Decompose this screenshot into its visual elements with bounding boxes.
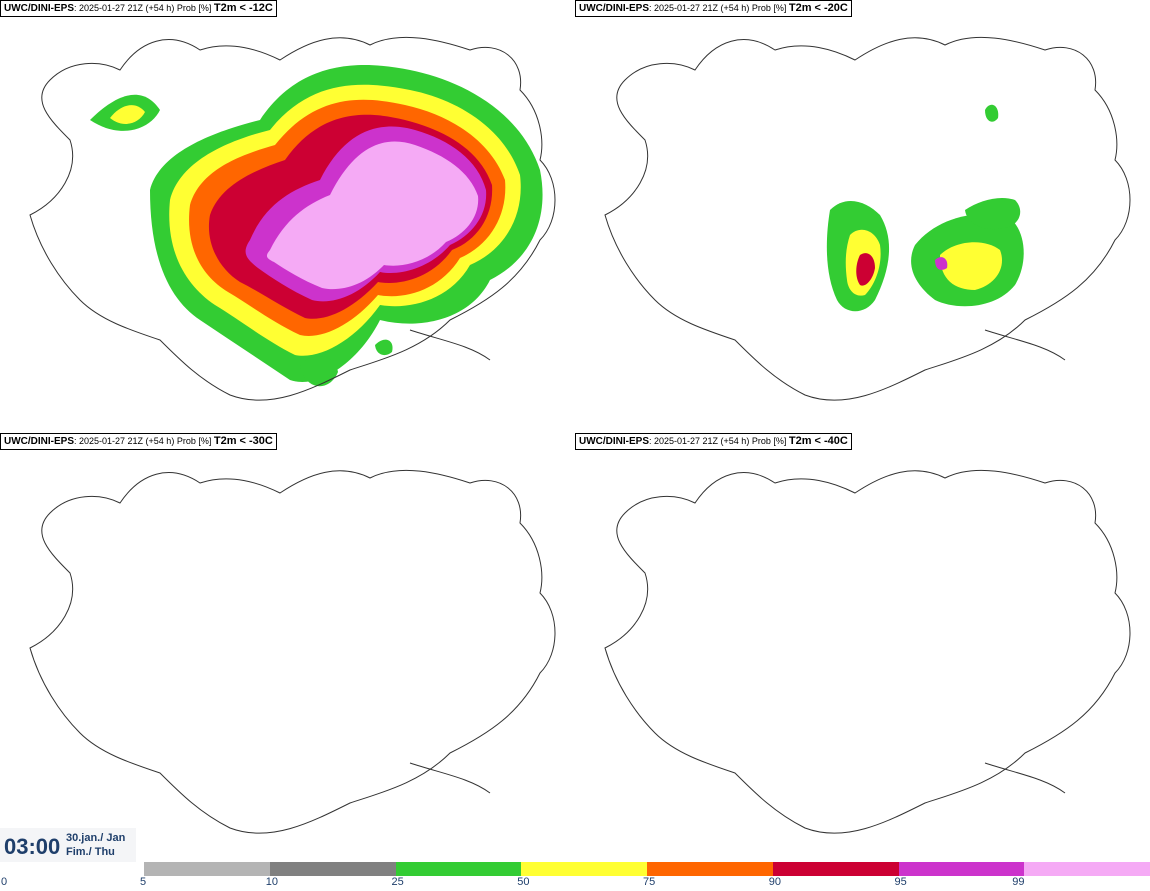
- colorbar: [144, 862, 1150, 876]
- run-info: : 2025-01-27 21Z (+54 h) Prob [%]: [649, 3, 787, 13]
- colorbar-segment: [898, 862, 1025, 876]
- iceland-map: [29, 36, 556, 401]
- colorbar-tick-label: 75: [643, 876, 656, 888]
- threshold-label: T2m < -40C: [788, 435, 848, 447]
- coastline: [29, 36, 556, 401]
- threshold-label: T2m < -30C: [213, 435, 273, 447]
- colorbar-tick-label: 0: [1, 876, 8, 888]
- coastline: [29, 469, 556, 834]
- colorbar-segment: [521, 862, 648, 876]
- colorbar-tick-label: 90: [768, 876, 781, 888]
- colorbar-segment: [772, 862, 899, 876]
- panel-title: UWC/DINI-EPS: 2025-01-27 21Z (+54 h) Pro…: [575, 433, 852, 450]
- probability-field: [826, 104, 1024, 312]
- map-panel-minus12: UWC/DINI-EPS: 2025-01-27 21Z (+54 h) Pro…: [0, 0, 575, 430]
- model-name: UWC/DINI-EPS: [579, 3, 649, 14]
- colorbar-segment: [647, 862, 773, 876]
- panel-title: UWC/DINI-EPS: 2025-01-27 21Z (+54 h) Pro…: [0, 433, 277, 450]
- iceland-map: [604, 469, 1131, 834]
- map-panel-minus20: UWC/DINI-EPS: 2025-01-27 21Z (+54 h) Pro…: [575, 0, 1150, 430]
- panel-title: UWC/DINI-EPS: 2025-01-27 21Z (+54 h) Pro…: [0, 0, 277, 17]
- probability-field: [90, 65, 543, 387]
- colorbar-segment: [144, 862, 270, 876]
- valid-time: 03:00 30.jan./ Jan Fim./ Thu: [0, 828, 136, 862]
- coastline: [604, 469, 1131, 834]
- map-panel-minus40: UWC/DINI-EPS: 2025-01-27 21Z (+54 h) Pro…: [575, 433, 1150, 863]
- valid-hour: 03:00: [4, 834, 61, 859]
- colorbar-segment: [269, 862, 396, 876]
- run-info: : 2025-01-27 21Z (+54 h) Prob [%]: [74, 436, 212, 446]
- map-panel-minus30: UWC/DINI-EPS: 2025-01-27 21Z (+54 h) Pro…: [0, 433, 575, 863]
- iceland-map: [29, 469, 556, 834]
- model-name: UWC/DINI-EPS: [4, 436, 74, 447]
- colorbar-segment: [395, 862, 522, 876]
- iceland-map: [604, 36, 1131, 401]
- colorbar-tick-label: 99: [1012, 876, 1025, 888]
- valid-weekday: Fim./ Thu: [66, 846, 115, 858]
- colorbar-segment: [1024, 862, 1150, 876]
- threshold-label: T2m < -20C: [788, 2, 848, 14]
- colorbar-tick-label: 5: [140, 876, 147, 888]
- run-info: : 2025-01-27 21Z (+54 h) Prob [%]: [74, 3, 212, 13]
- model-name: UWC/DINI-EPS: [579, 436, 649, 447]
- model-name: UWC/DINI-EPS: [4, 3, 74, 14]
- colorbar-tick-label: 95: [894, 876, 907, 888]
- colorbar-tick-label: 10: [265, 876, 278, 888]
- panel-title: UWC/DINI-EPS: 2025-01-27 21Z (+54 h) Pro…: [575, 0, 852, 17]
- colorbar-tick-label: 25: [391, 876, 404, 888]
- coastline: [604, 36, 1131, 401]
- run-info: : 2025-01-27 21Z (+54 h) Prob [%]: [649, 436, 787, 446]
- colorbar-tick-label: 50: [517, 876, 530, 888]
- valid-date-day: 30.jan./ Jan: [66, 832, 126, 844]
- valid-date: 30.jan./ Jan Fim./ Thu: [66, 831, 125, 859]
- threshold-label: T2m < -12C: [213, 2, 273, 14]
